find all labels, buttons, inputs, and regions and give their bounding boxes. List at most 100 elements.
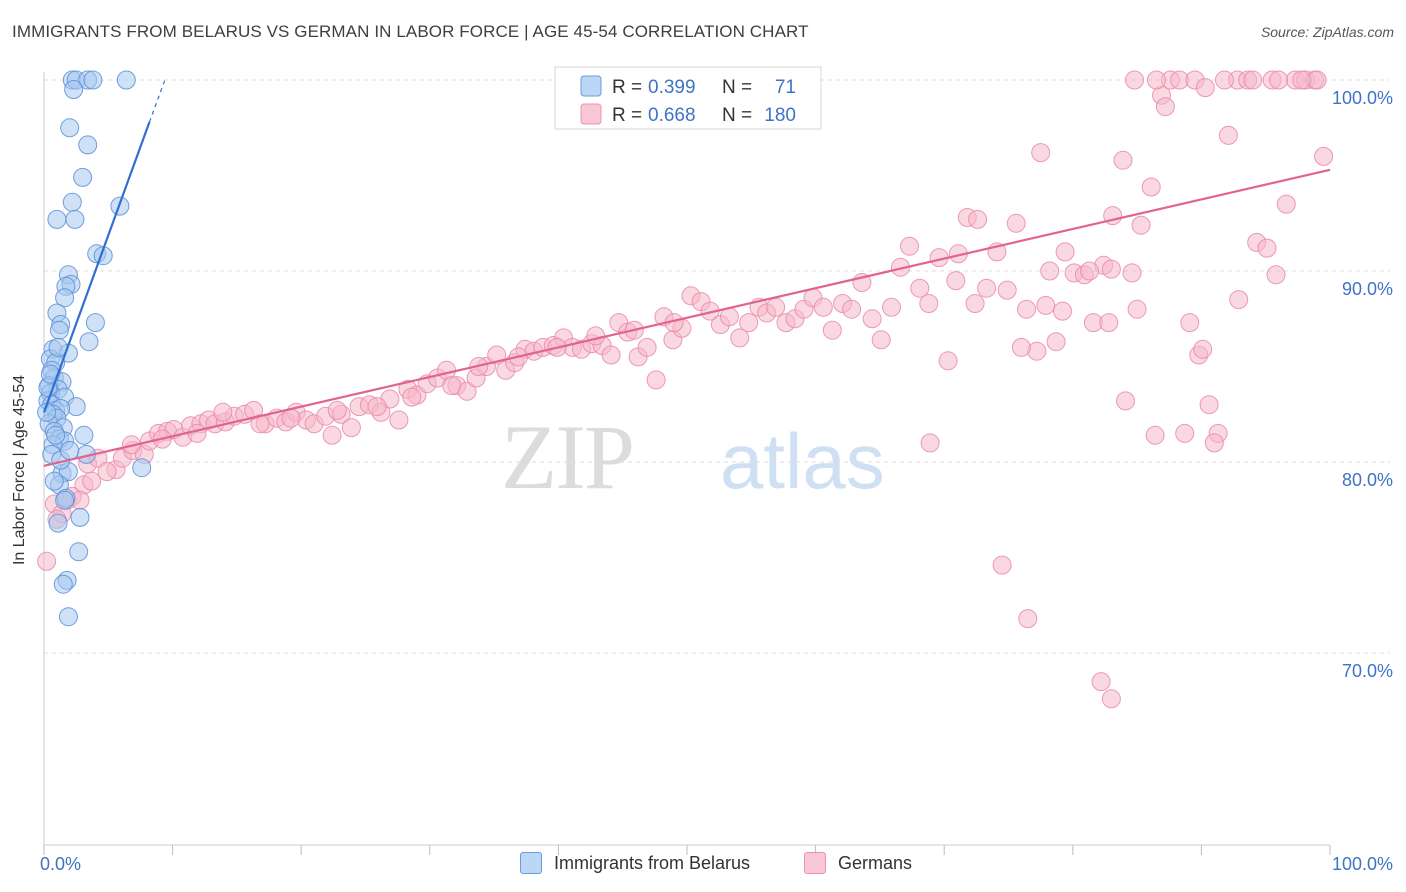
belarus-point — [85, 313, 105, 333]
legend-n-label-pink: N = — [722, 105, 752, 126]
belarus-point — [55, 490, 75, 510]
watermark-atlas: atlas — [720, 417, 885, 505]
x-tick-label: 100.0% — [1332, 854, 1393, 874]
germans-point — [1292, 70, 1312, 90]
germans-point — [910, 278, 930, 298]
belarus-point — [47, 209, 67, 229]
germans-point — [1040, 261, 1060, 281]
belarus-point — [78, 135, 98, 155]
germans-point — [97, 462, 117, 482]
belarus-point — [116, 70, 136, 90]
belarus-point — [58, 607, 78, 627]
germans-point — [1276, 194, 1296, 214]
germans-point — [1125, 70, 1144, 90]
germans-point — [402, 387, 422, 407]
germans-point — [250, 414, 270, 434]
germans-point — [766, 297, 786, 317]
germans-point — [1155, 97, 1175, 117]
germans-point — [992, 555, 1012, 575]
germans-point — [389, 410, 409, 430]
legend-r-value-pink: 0.668 — [648, 105, 696, 126]
legend-label-belarus: Immigrants from Belarus — [554, 852, 751, 873]
series-legend: Immigrants from Belarus Germans — [0, 852, 1406, 878]
chart-title: IMMIGRANTS FROM BELARUS VS GERMAN IN LAB… — [12, 22, 809, 41]
germans-point — [1269, 70, 1289, 90]
germans-point — [1018, 609, 1038, 629]
germans-point — [1031, 143, 1051, 163]
legend-n-value-blue: 71 — [775, 77, 796, 98]
legend-swatch-germans — [804, 852, 826, 874]
y-tick-label: 100.0% — [1332, 88, 1393, 108]
legend-item-belarus[interactable]: Immigrants from Belarus — [520, 852, 750, 874]
y-tick-label: 90.0% — [1342, 279, 1393, 299]
germans-point — [968, 209, 988, 229]
germans-point — [1116, 391, 1135, 411]
belarus-trend-line — [42, 121, 151, 413]
germans-point — [862, 309, 882, 329]
germans-point — [586, 326, 606, 346]
germans-point — [1257, 238, 1277, 258]
germans-point — [919, 294, 939, 313]
belarus-point — [49, 320, 69, 340]
germans-point — [1099, 313, 1119, 333]
germans-point — [1122, 263, 1142, 283]
germans-point — [822, 320, 842, 340]
germans-point — [187, 423, 207, 443]
legend-item-germans[interactable]: Germans — [804, 852, 912, 874]
germans-point — [938, 351, 958, 371]
germans-point — [739, 313, 759, 333]
y-tick-label: 80.0% — [1342, 470, 1393, 490]
germans-point — [1314, 146, 1334, 166]
belarus-trend-extension — [148, 79, 166, 123]
germans-point — [977, 278, 997, 298]
belarus-point — [48, 513, 68, 533]
germans-point — [1091, 672, 1111, 692]
legend-label-germans: Germans — [838, 852, 913, 873]
germans-point — [82, 471, 102, 491]
legend-r-value-blue: 0.399 — [648, 77, 696, 98]
legend-n-value-pink: 180 — [764, 105, 796, 126]
y-tick-label: 70.0% — [1342, 661, 1393, 681]
germans-point — [646, 370, 666, 390]
germans-point — [327, 400, 347, 420]
germans-point — [1199, 395, 1219, 415]
belarus-point — [73, 167, 93, 187]
belarus-point — [65, 209, 85, 229]
germans-point — [1204, 433, 1224, 453]
germans-point — [1055, 242, 1075, 262]
germans-point — [341, 418, 361, 438]
germans-point — [871, 330, 891, 350]
germans-point — [842, 299, 862, 319]
germans-point — [1180, 313, 1200, 333]
germans-point — [1101, 259, 1121, 279]
germans-point — [442, 376, 462, 396]
germans-point — [965, 294, 985, 313]
germans-point — [900, 236, 919, 256]
x-tick-label: 0.0% — [40, 854, 81, 874]
legend-r-label-blue: R = — [612, 77, 642, 98]
germans-point — [37, 551, 57, 571]
germans-point — [322, 425, 342, 445]
legend-swatch-pink — [580, 103, 602, 125]
belarus-point — [60, 441, 80, 460]
germans-point — [730, 328, 750, 348]
germans-point — [882, 297, 901, 317]
germans-point — [1141, 177, 1161, 197]
germans-point — [946, 271, 966, 291]
belarus-point — [79, 332, 99, 352]
belarus-point — [44, 471, 64, 491]
watermark-zip: ZIP — [501, 406, 633, 508]
germans-point — [281, 408, 301, 428]
germans-point — [813, 297, 833, 317]
germans-point — [1243, 70, 1263, 90]
germans-point — [1218, 125, 1238, 145]
tick-labels: 70.0% 80.0% 90.0% 100.0% 0.0% 100.0% — [40, 88, 1393, 874]
germans-point — [1131, 215, 1151, 235]
trend-lines — [42, 79, 1331, 467]
belarus-point — [46, 425, 66, 445]
belarus-point — [60, 118, 80, 138]
germans-point — [1006, 213, 1026, 233]
grid-lines — [44, 79, 1390, 654]
germans-point — [1145, 425, 1165, 445]
source-label: Source: ZipAtlas.com — [1260, 24, 1394, 40]
